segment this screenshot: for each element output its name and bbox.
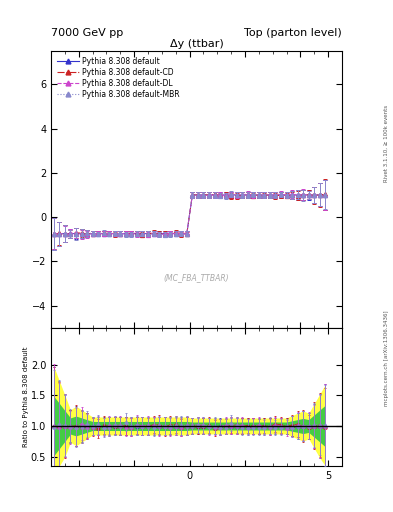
Text: (MC_FBA_TTBAR): (MC_FBA_TTBAR) xyxy=(164,273,229,283)
Text: Rivet 3.1.10, ≥ 100k events: Rivet 3.1.10, ≥ 100k events xyxy=(384,105,389,182)
Text: Top (parton level): Top (parton level) xyxy=(244,28,342,38)
Text: 7000 GeV pp: 7000 GeV pp xyxy=(51,28,123,38)
Y-axis label: Ratio to Pythia 8.308 default: Ratio to Pythia 8.308 default xyxy=(24,347,29,447)
Legend: Pythia 8.308 default, Pythia 8.308 default-CD, Pythia 8.308 default-DL, Pythia 8: Pythia 8.308 default, Pythia 8.308 defau… xyxy=(55,55,182,101)
Title: Δy (ttbar): Δy (ttbar) xyxy=(170,39,223,49)
Text: mcplots.cern.ch [arXiv:1306.3436]: mcplots.cern.ch [arXiv:1306.3436] xyxy=(384,311,389,406)
